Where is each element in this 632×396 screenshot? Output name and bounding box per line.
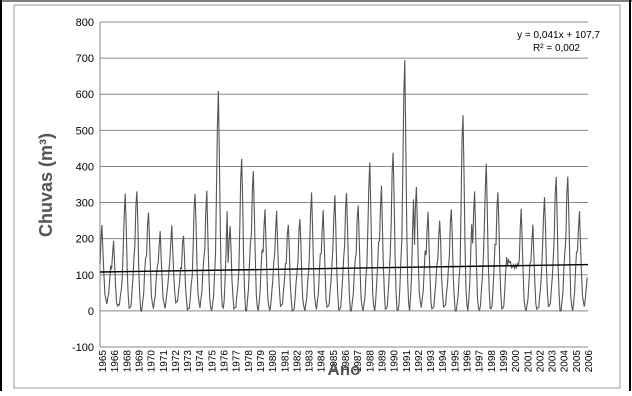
x-tick-label: 1978 [244, 350, 255, 373]
y-tick-label: 0 [88, 306, 94, 318]
x-tick-label: 2006 [584, 350, 595, 373]
x-tick-label: 1973 [183, 350, 194, 373]
x-tick-label: 1984 [317, 350, 328, 373]
x-tick-label: 2001 [523, 350, 534, 373]
x-axis-label: Ano [327, 360, 360, 379]
y-tick-label: 500 [76, 125, 94, 137]
x-tick-label: 1969 [134, 350, 145, 373]
y-tick-label: 700 [76, 53, 94, 65]
x-tick-label: 1985 [329, 350, 340, 373]
trendline-group [99, 263, 589, 273]
x-tick-label: 2003 [548, 350, 559, 373]
x-tick-label: 1966 [110, 350, 121, 373]
x-tick-label: 1968 [122, 350, 133, 373]
x-tick-label: 1991 [402, 350, 413, 373]
x-tick-label: 1994 [438, 350, 449, 373]
trend-equation: y = 0,041x + 107,7 [517, 30, 600, 41]
x-tick-label: 1972 [171, 350, 182, 373]
x-tick-label: 1992 [414, 350, 425, 373]
x-tick-labels: 1965 1966 1968 1969 1970 1971 1972 1973 1974 1975… [98, 350, 595, 373]
x-tick-label: 2004 [560, 350, 571, 373]
x-tick-label: 1993 [426, 350, 437, 373]
x-tick-label: 1971 [159, 350, 170, 373]
x-tick-label: 1982 [292, 350, 303, 373]
x-tick-label: 1987 [353, 350, 364, 373]
x-tick-label: 1989 [377, 350, 388, 373]
x-tick-label: 1979 [256, 350, 267, 373]
chart-area-border [13, 4, 621, 389]
series-group [99, 60, 588, 312]
y-tick-label: 800 [76, 17, 94, 29]
y-tick-label: 400 [76, 161, 94, 173]
x-tick-label: 1999 [499, 350, 510, 373]
x-tick-label: 1976 [220, 350, 231, 373]
x-tick-label: 1995 [450, 350, 461, 373]
trendline [99, 263, 589, 273]
gridlines [99, 21, 588, 348]
x-tick-label: 1970 [147, 350, 158, 373]
x-tick-label: 1975 [207, 350, 218, 373]
x-tick-label: 1981 [280, 350, 291, 373]
x-tick-label: 1980 [268, 350, 279, 373]
x-tick-label: 1996 [463, 350, 474, 373]
r-squared: R² = 0,002 [533, 43, 580, 54]
x-tick-label: 1977 [232, 350, 243, 373]
rainfall-series-line [99, 60, 588, 312]
x-tick-label: 2000 [511, 350, 522, 373]
x-tick-label: 1983 [305, 350, 316, 373]
y-tick-label: 200 [76, 234, 94, 246]
x-tick-label: 2002 [535, 350, 546, 373]
y-tick-label: 600 [76, 89, 94, 101]
x-tick-label: 1988 [365, 350, 376, 373]
x-tick-label: 1998 [487, 350, 498, 373]
y-axis-label: Chuvas (m³) [36, 133, 56, 237]
x-tick-label: 1974 [195, 350, 206, 373]
y-tick-label: -100 [72, 342, 94, 354]
x-tick-label: 1990 [390, 350, 401, 373]
x-tick-label: 2005 [572, 350, 583, 373]
y-tick-label: 100 [76, 270, 94, 282]
y-tick-label: 300 [76, 198, 94, 210]
x-tick-label: 1997 [475, 350, 486, 373]
x-tick-label: 1986 [341, 350, 352, 373]
y-tick-labels: -100 0 100 200 300 400 500 600 700 800 [72, 17, 94, 354]
x-tick-label: 1965 [98, 350, 109, 373]
